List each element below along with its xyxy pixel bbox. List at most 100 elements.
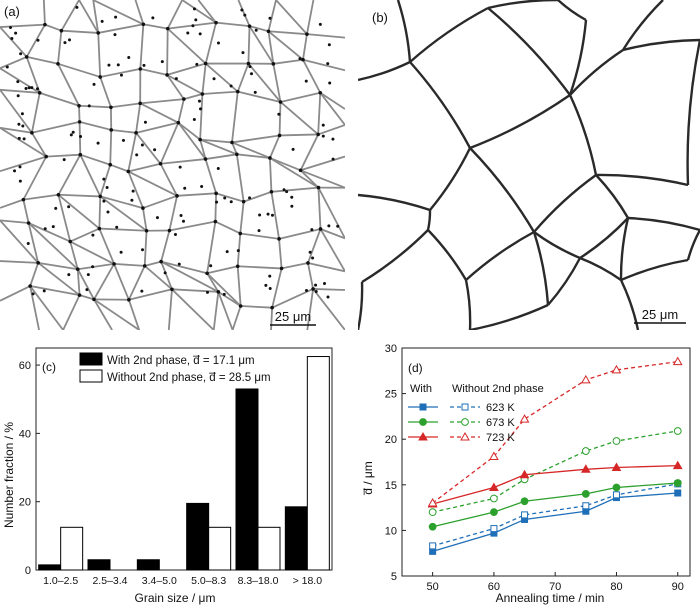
grain-boundary [111,129,137,134]
grain-boundary [78,104,111,109]
grain-boundary [317,187,322,230]
particle [215,200,219,204]
grain-boundary [167,27,207,65]
grain-boundary [299,134,319,171]
grain-boundary [236,63,250,92]
data-point-d [521,511,529,519]
particle [194,18,198,22]
grain-boundary [97,32,102,77]
x-tick-label-c: 3.4–5.0 [142,575,177,587]
particle [119,250,123,254]
particle [142,264,147,268]
particle [264,283,268,287]
particle [13,169,17,173]
particle [216,290,221,294]
particle [179,214,183,218]
particle [165,26,170,31]
data-point-d [429,542,437,550]
grain-boundary [299,169,320,189]
grain-boundary [0,219,29,224]
particle [200,92,205,96]
particle [271,62,276,66]
grain-boundary [29,285,64,330]
particle [266,212,270,216]
particle [21,124,25,128]
grain-boundary [0,126,33,134]
particle [270,213,274,217]
legend-label-c: Without 2nd phase, d̅ = 28.5 μm [107,372,271,384]
particle [222,292,226,296]
grain-boundary [99,164,112,197]
grain-boundary [206,265,238,275]
grain-boundary [231,305,242,330]
particle [75,267,80,272]
grain-boundary [240,305,273,309]
particle [205,271,209,276]
particle [141,22,146,27]
particle [248,196,252,200]
y-tick-label-d: 10 [385,525,397,537]
grain-boundary [312,288,345,330]
data-point-d [520,497,529,506]
data-point-d [674,489,682,497]
grain-boundary [109,163,129,173]
bar-c [208,526,232,571]
bar-c [235,388,259,571]
bar-c [284,506,308,571]
particle [170,287,174,292]
grain-boundary [25,24,46,58]
grain-boundary [236,266,242,307]
data-point-d [580,464,591,473]
particle [268,156,272,160]
grain-boundary [307,262,345,273]
particle [183,186,187,190]
particle [98,75,102,79]
grain-boundary [167,289,173,330]
particle [127,297,131,302]
grain-boundary [307,228,322,264]
grain-boundary [99,195,148,232]
particle [235,152,239,157]
grain-boundary [465,230,535,281]
particle [270,305,274,310]
grain-boundary [0,155,47,173]
grain-boundary [231,141,271,159]
grain-boundary [212,291,220,330]
micrograph-b-image: (b) 25 μm [358,0,700,330]
particle [223,196,227,200]
grain-boundary [135,121,179,134]
particle [318,22,322,26]
grain-boundary [79,120,112,131]
particle [37,91,42,95]
grain-boundary [306,33,345,39]
particle [291,147,295,151]
particle [311,287,315,291]
particle [107,63,111,67]
grain-boundary [247,26,251,64]
particle [43,22,47,27]
grain-boundary [469,147,536,233]
grain-boundary [280,91,321,103]
legend-header-without-d: Without 2nd phase [452,383,544,395]
particle [174,77,178,81]
grain-boundary [557,0,587,22]
particle [108,162,113,167]
grain-boundary [78,121,82,155]
grain-boundary [267,0,277,32]
grain-boundary [317,187,345,239]
grain-boundary [114,262,145,267]
chart-c: 0 20 40 60 1.0–2.5 2.5–3.4 3.4–5.0 5.0–8.3 8.3–1… [0,340,345,607]
particle [310,228,314,232]
particle [9,25,13,29]
particle [134,131,138,135]
particle [16,80,20,84]
grain-boundary [0,23,46,28]
particle [130,198,134,202]
particle [5,65,9,69]
particle [106,210,110,214]
data-point-d [611,462,622,471]
particle [68,239,73,244]
bar-c [306,356,330,571]
plot-frame-d [401,347,691,577]
particle [116,63,120,67]
